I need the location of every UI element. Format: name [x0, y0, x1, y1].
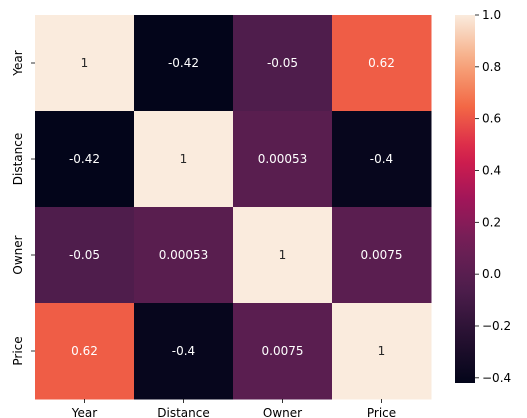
- cell-label-1-0: -0.42: [69, 152, 100, 166]
- x-tick-label-0: Year: [71, 406, 97, 418]
- colorbar-tick-label-3: 0.2: [482, 215, 501, 229]
- colorbar: −0.4 −0.2 0.0 0.2 0.4 0.6 0.8 1.0: [455, 8, 511, 385]
- cell-label-1-2: 0.00053: [258, 152, 308, 166]
- cell-label-1-3: -0.4: [370, 152, 393, 166]
- cell-label-0-1: -0.42: [168, 56, 199, 70]
- cell-label-2-0: -0.05: [69, 248, 100, 262]
- cell-label-2-2: 1: [279, 248, 287, 262]
- y-tick-label-1: Distance: [11, 133, 25, 185]
- colorbar-tick-label-1: −0.2: [482, 319, 511, 333]
- cell-label-3-2: 0.0075: [262, 344, 304, 358]
- cell-label-3-1: -0.4: [172, 344, 195, 358]
- x-tick-label-3: Price: [367, 406, 396, 418]
- cell-label-0-2: -0.05: [267, 56, 298, 70]
- y-tick-label-0: Year: [11, 50, 25, 76]
- cell-label-0-3: 0.62: [368, 56, 395, 70]
- y-axis: Year Distance Owner Price: [11, 50, 35, 365]
- colorbar-ticks: −0.4 −0.2 0.0 0.2 0.4 0.6 0.8 1.0: [475, 8, 511, 385]
- y-tick-label-3: Price: [11, 336, 25, 365]
- colorbar-tick-label-4: 0.4: [482, 163, 501, 177]
- cell-label-2-3: 0.0075: [361, 248, 403, 262]
- cell-label-2-1: 0.00053: [159, 248, 209, 262]
- colorbar-tick-label-2: 0.0: [482, 267, 501, 281]
- colorbar-tick-label-6: 0.8: [482, 60, 501, 74]
- heatmap-cells: [35, 15, 432, 400]
- x-axis: Year Distance Owner Price: [71, 399, 396, 418]
- colorbar-gradient: [455, 15, 475, 383]
- cell-label-3-3: 1: [378, 344, 386, 358]
- y-tick-label-2: Owner: [11, 235, 25, 274]
- colorbar-tick-label-7: 1.0: [482, 8, 501, 22]
- colorbar-tick-label-0: −0.4: [482, 371, 511, 385]
- cell-label-1-1: 1: [180, 152, 188, 166]
- cell-label-3-0: 0.62: [71, 344, 98, 358]
- x-tick-label-1: Distance: [157, 406, 209, 418]
- cell-label-0-0: 1: [81, 56, 89, 70]
- x-tick-label-2: Owner: [263, 406, 302, 418]
- colorbar-tick-label-5: 0.6: [482, 112, 501, 126]
